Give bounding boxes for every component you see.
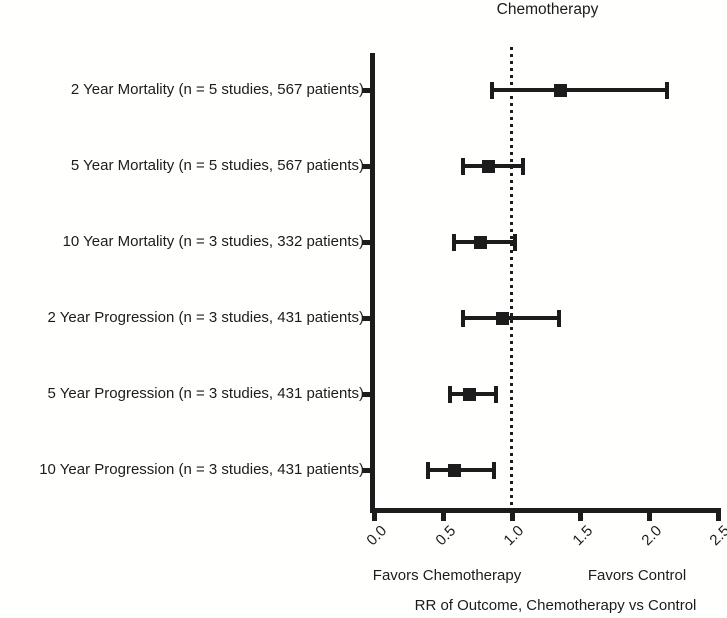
x-axis-tick — [578, 513, 584, 521]
ci-cap-left — [460, 309, 465, 327]
point-estimate-marker — [495, 311, 509, 325]
outcome-label: 5 Year Mortality (n = 5 studies, 567 pat… — [70, 157, 364, 174]
favors-control-label: Favors Control — [587, 567, 687, 584]
point-estimate-marker — [482, 159, 496, 173]
x-axis-tick-label: 1.5 — [569, 522, 597, 550]
point-estimate-marker — [553, 83, 567, 97]
x-axis-tick — [372, 513, 378, 521]
confidence-interval-bar — [428, 468, 495, 472]
outcome-label: 10 Year Mortality (n = 3 studies, 332 pa… — [62, 233, 364, 250]
ci-cap-right — [493, 385, 498, 403]
ci-cap-left — [426, 461, 431, 479]
ci-cap-left — [460, 157, 465, 175]
ci-cap-right — [556, 309, 561, 327]
favors-chemotherapy-label: Favors Chemotherapy — [372, 567, 522, 584]
reference-line-rr-1 — [510, 47, 513, 508]
y-axis — [370, 53, 375, 513]
outcome-label: 2 Year Mortality (n = 5 studies, 567 pat… — [70, 81, 364, 98]
confidence-interval-bar — [462, 316, 559, 320]
point-estimate-marker — [447, 463, 461, 477]
ci-cap-right — [492, 461, 497, 479]
ci-cap-right — [521, 157, 526, 175]
x-axis-tick — [509, 513, 515, 521]
x-axis-tick — [440, 513, 446, 521]
outcome-label: 5 Year Progression (n = 3 studies, 431 p… — [47, 385, 364, 402]
y-axis-tick — [362, 315, 371, 321]
outcome-label: 10 Year Progression (n = 3 studies, 431 … — [39, 461, 364, 478]
point-estimate-marker — [463, 387, 477, 401]
outcome-label: 2 Year Progression (n = 3 studies, 431 p… — [47, 309, 364, 326]
ci-cap-left — [448, 385, 453, 403]
ci-cap-right — [512, 233, 517, 251]
ci-cap-left — [452, 233, 457, 251]
x-axis-tick-label: 0.5 — [431, 522, 459, 550]
x-axis — [370, 508, 721, 513]
ci-cap-right — [665, 81, 670, 99]
x-axis-tick — [646, 513, 652, 521]
confidence-interval-bar — [491, 88, 668, 92]
y-axis-tick — [362, 467, 371, 473]
y-axis-tick — [362, 163, 371, 169]
y-axis-tick — [362, 87, 371, 93]
ci-cap-left — [489, 81, 494, 99]
y-axis-tick — [362, 239, 371, 245]
y-axis-tick — [362, 391, 371, 397]
x-axis-title: RR of Outcome, Chemotherapy vs Control — [414, 597, 697, 614]
x-axis-tick-label: 2.0 — [637, 522, 665, 550]
chart-title: Chemotherapy — [496, 1, 599, 18]
x-axis-tick — [715, 513, 721, 521]
x-axis-tick-label: 2.5 — [706, 522, 727, 550]
x-axis-tick-label: 1.0 — [500, 522, 528, 550]
point-estimate-marker — [474, 235, 488, 249]
x-axis-tick-label: 0.0 — [363, 522, 391, 550]
